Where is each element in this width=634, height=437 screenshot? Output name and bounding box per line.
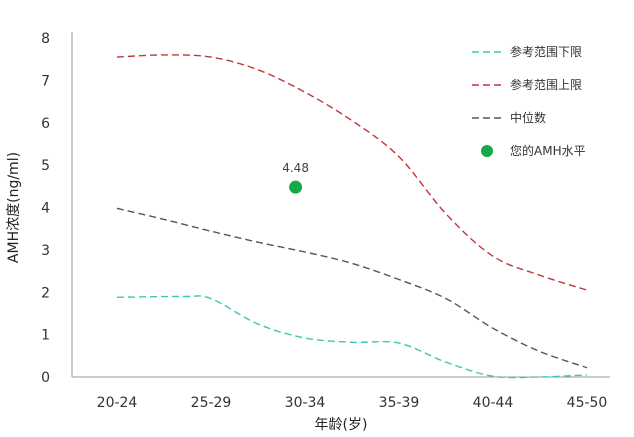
legend-item-upper: 参考范围上限 <box>472 77 582 92</box>
point-value-label: 4.48 <box>282 161 309 175</box>
x-axis-title: 年龄(岁) <box>315 417 368 433</box>
y-tick-label: 7 <box>41 73 50 89</box>
y-tick-label: 4 <box>41 201 50 217</box>
median-line <box>116 207 588 369</box>
y-tick-label: 8 <box>41 31 50 47</box>
reference-upper-line <box>116 54 588 291</box>
axes: 0 1 2 3 4 5 6 7 8 20-24 25-29 30-34 35-39 40-44 45-50 年… <box>6 31 610 433</box>
y-axis-title: AMH浓度(ng/ml) <box>6 152 22 263</box>
y-tick-label: 5 <box>41 158 50 174</box>
legend-label: 中位数 <box>510 110 546 125</box>
legend-label: 参考范围上限 <box>510 77 582 92</box>
legend-item-your-amh: 您的AMH水平 <box>481 143 586 158</box>
x-tick-label: 35-39 <box>379 395 420 411</box>
y-tick-label: 6 <box>41 116 50 132</box>
legend-item-median: 中位数 <box>472 110 546 125</box>
series-group: 4.48 <box>116 54 588 379</box>
reference-lower-line <box>116 295 588 379</box>
your-amh-point <box>289 180 303 194</box>
x-tick-label: 30-34 <box>285 395 326 411</box>
y-tick-label: 3 <box>41 243 50 259</box>
x-tick-label: 25-29 <box>191 395 232 411</box>
x-tick-label: 40-44 <box>473 395 514 411</box>
y-tick-label: 2 <box>41 285 50 301</box>
x-tick-label: 20-24 <box>97 395 138 411</box>
legend-item-lower: 参考范围下限 <box>472 44 582 59</box>
x-tick-label: 45-50 <box>567 395 608 411</box>
legend-label: 您的AMH水平 <box>510 143 586 158</box>
legend-marker <box>481 145 493 157</box>
legend-label: 参考范围下限 <box>510 44 582 59</box>
y-tick-label: 1 <box>41 328 50 344</box>
y-tick-label: 0 <box>41 370 50 386</box>
